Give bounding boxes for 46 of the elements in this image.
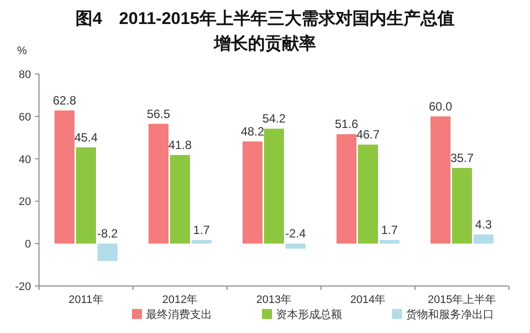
bar xyxy=(264,128,284,244)
bar xyxy=(192,240,212,244)
y-tick-label: 60 xyxy=(18,111,31,124)
bar xyxy=(474,234,494,244)
bar xyxy=(98,244,118,261)
data-label: 35.7 xyxy=(450,150,474,165)
x-tick-label: 2015年上半年 xyxy=(428,293,496,306)
bar xyxy=(358,144,378,244)
legend-label: 货物和服务净出口 xyxy=(406,308,494,321)
y-tick-label: -20 xyxy=(15,281,31,293)
bar xyxy=(76,147,96,244)
y-tick-label: 20 xyxy=(18,196,31,208)
y-axis-title: % xyxy=(17,45,28,57)
data-label: -8.2 xyxy=(97,226,118,241)
y-tick-label: 0 xyxy=(24,238,31,251)
bar xyxy=(148,124,168,244)
y-tick-label: 80 xyxy=(18,69,31,81)
x-tick-label: 2011年 xyxy=(68,294,104,306)
data-label: 45.4 xyxy=(74,130,98,144)
x-tick-label: 2013年 xyxy=(256,294,292,306)
data-label: 62.8 xyxy=(52,93,76,108)
data-label: 48.2 xyxy=(240,124,264,138)
data-label: 60.0 xyxy=(428,99,452,114)
bar xyxy=(430,116,450,244)
bar xyxy=(380,240,400,244)
data-label: 54.2 xyxy=(262,112,286,126)
data-label: 56.5 xyxy=(146,106,170,121)
legend-label: 资本形成总额 xyxy=(276,308,342,321)
data-label: 41.8 xyxy=(168,138,192,152)
data-label: 51.6 xyxy=(334,117,358,132)
bar xyxy=(336,134,356,244)
x-tick-label: 2014年 xyxy=(350,294,386,306)
data-label: 1.7 xyxy=(193,222,210,237)
bar xyxy=(286,244,306,249)
data-label: 4.3 xyxy=(475,217,492,232)
chart-title: 图4 2011-2015年上半年三大需求对国内生产总值增长的贡献率 xyxy=(75,8,455,55)
bar xyxy=(54,110,74,244)
data-label: 46.7 xyxy=(356,128,380,142)
bar xyxy=(452,168,472,244)
data-label: 1.7 xyxy=(381,222,398,237)
bar xyxy=(242,141,262,244)
y-tick-label: 40 xyxy=(18,154,31,166)
x-tick-label: 2012年 xyxy=(162,294,198,306)
bar xyxy=(170,154,190,244)
data-label: -2.4 xyxy=(285,226,306,241)
legend-label: 最终消费支出 xyxy=(146,308,212,321)
